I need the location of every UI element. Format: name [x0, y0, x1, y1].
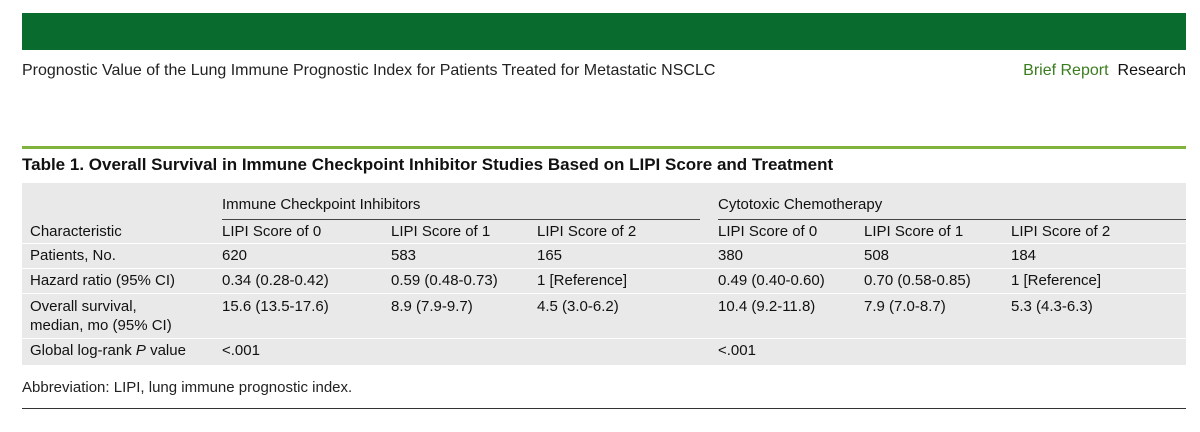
- col-header-chemo-0: LIPI Score of 0: [718, 223, 818, 240]
- row-divider: [22, 338, 1186, 339]
- section-brief-report[interactable]: Brief Report: [1023, 62, 1109, 79]
- section-labels: Brief Report Research: [1023, 62, 1186, 80]
- table-top-rule: [22, 146, 1186, 149]
- table-cell: 508: [864, 247, 890, 264]
- table-cell: 0.59 (0.48-0.73): [391, 272, 498, 289]
- table-cell: 10.4 (9.2-11.8): [718, 298, 816, 315]
- table-cell: 583: [391, 247, 417, 264]
- col-header-chemo-2: LIPI Score of 2: [1011, 223, 1111, 240]
- table-cell: <.001: [222, 342, 260, 359]
- running-title: Prognostic Value of the Lung Immune Prog…: [22, 62, 716, 79]
- group-header-ici: Immune Checkpoint Inhibitors: [222, 196, 421, 213]
- table-cell: 15.6 (13.5-17.6): [222, 298, 329, 315]
- p-symbol: P: [135, 342, 146, 359]
- table-title: Table 1. Overall Survival in Immune Chec…: [22, 155, 834, 174]
- table-cell: 7.9 (7.0-8.7): [864, 298, 946, 315]
- table-cell: 5.3 (4.3-6.3): [1011, 298, 1093, 315]
- col-header-ici-0: LIPI Score of 0: [222, 223, 322, 240]
- table-cell: <.001: [718, 342, 756, 359]
- journal-banner: [22, 13, 1186, 50]
- table-cell: 0.34 (0.28-0.42): [222, 272, 329, 289]
- col-header-ici-2: LIPI Score of 2: [537, 223, 637, 240]
- table-cell: 380: [718, 247, 744, 264]
- row-divider: [22, 293, 1186, 294]
- row-label-overall-survival-line2: median, mo (95% CI): [30, 317, 172, 334]
- group-header-chemo: Cytotoxic Chemotherapy: [718, 196, 883, 213]
- row-label-overall-survival-line1: Overall survival,: [30, 298, 137, 315]
- log-rank-suffix: value: [145, 342, 186, 359]
- table-cell: 8.9 (7.9-9.7): [391, 298, 473, 315]
- row-label-hazard-ratio: Hazard ratio (95% CI): [30, 272, 176, 289]
- section-research[interactable]: Research: [1117, 62, 1186, 79]
- table-cell: 165: [537, 247, 563, 264]
- row-label-patients: Patients, No.: [30, 247, 116, 264]
- table-body: [22, 183, 1186, 365]
- row-divider: [22, 268, 1186, 269]
- col-header-ici-1: LIPI Score of 1: [391, 223, 491, 240]
- table-footnote: Abbreviation: LIPI, lung immune prognost…: [22, 379, 353, 396]
- log-rank-prefix: Global log-rank: [30, 342, 136, 359]
- table-cell: 620: [222, 247, 248, 264]
- characteristic-header: Characteristic: [30, 223, 122, 240]
- group-underline-chemo: [718, 219, 1186, 220]
- col-header-chemo-1: LIPI Score of 1: [864, 223, 964, 240]
- row-divider: [22, 243, 1186, 244]
- table-cell: 0.49 (0.40-0.60): [718, 272, 825, 289]
- table-cell: 184: [1011, 247, 1037, 264]
- table-cell: 4.5 (3.0-6.2): [537, 298, 619, 315]
- table-cell: 1 [Reference]: [1011, 272, 1102, 289]
- table-cell: 0.70 (0.58-0.85): [864, 272, 971, 289]
- group-underline-ici: [222, 219, 700, 220]
- row-label-log-rank: Global log-rank P value: [30, 342, 186, 360]
- table-bottom-rule: [22, 408, 1186, 409]
- table-cell: 1 [Reference]: [537, 272, 628, 289]
